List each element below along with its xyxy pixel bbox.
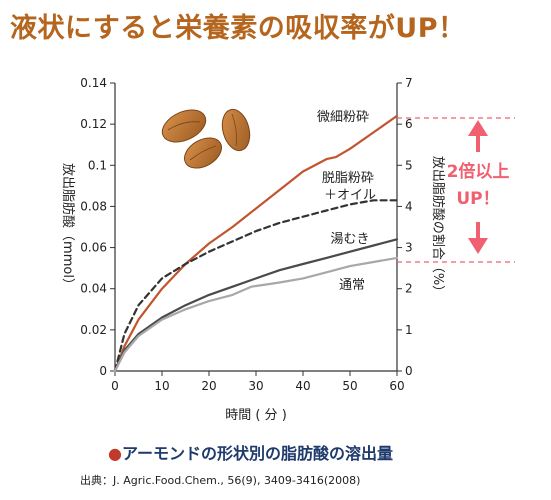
caption-text: アーモンドの形状別の脂肪酸の溶出量 <box>121 444 394 463</box>
y-tick-label: 0.08 <box>80 199 107 213</box>
y-tick-label: 0.1 <box>88 158 107 172</box>
x-tick-label: 40 <box>295 379 310 393</box>
y2-tick-label: 7 <box>405 76 413 90</box>
y2-tick-label: 1 <box>405 323 413 337</box>
annotation-line2: UP！ <box>456 189 499 209</box>
series-lines <box>113 114 399 373</box>
series-label-defatted: 脱脂粉砕 ＋オイル <box>322 171 378 203</box>
x-tick-label: 10 <box>154 379 169 393</box>
x-tick-label: 0 <box>111 379 119 393</box>
y-tick-label: 0.14 <box>80 76 107 90</box>
x-axis-label: 時間 ( 分 ) <box>225 408 287 423</box>
caption-bullet: ● <box>108 444 122 463</box>
y2-tick-label: 0 <box>405 364 413 378</box>
x-tick-label: 60 <box>389 379 404 393</box>
headline: 液状にすると栄養素の吸収率がUP！ <box>10 13 466 44</box>
series-label-normal: 通常 <box>339 278 365 293</box>
down-arrow-head <box>468 238 488 254</box>
y-tick-label: 0.12 <box>80 117 107 131</box>
series-line-blanched <box>113 238 399 373</box>
y2-axis-label: 放出脂肪酸の割合（%） <box>430 156 446 298</box>
right-axis-ticks: 0 1 2 3 4 5 6 7 <box>397 76 413 378</box>
y2-tick-label: 5 <box>405 158 413 172</box>
x-tick-label: 30 <box>248 379 263 393</box>
fatty-acid-release-chart: 0 0.02 0.04 0.06 0.08 0.1 0.12 0.14 0 1 2 3 4 5 6 7 0 1… <box>60 76 515 423</box>
left-axis-ticks: 0 0.02 0.04 0.06 0.08 0.1 0.12 0.14 <box>80 76 115 378</box>
series-line-defatted-grind-oil <box>113 199 399 373</box>
comparison-annotation: 2倍以上 UP！ <box>397 117 515 263</box>
y2-tick-label: 2 <box>405 282 413 296</box>
series-label-blanched: 湯むき <box>330 232 369 247</box>
figure-caption: ●アーモンドの形状別の脂肪酸の溶出量 <box>108 440 393 464</box>
bottom-axis-ticks: 0 10 20 30 40 50 60 <box>111 371 405 393</box>
y2-tick-label: 3 <box>405 241 413 255</box>
x-tick-label: 50 <box>342 379 357 393</box>
y-tick-label: 0 <box>99 364 107 378</box>
source-citation: 出典：J. Agric.Food.Chem., 56(9), 3409-3416… <box>80 474 361 487</box>
almond-nuts-icon <box>161 108 251 169</box>
annotation-line1: 2倍以上 <box>447 161 510 182</box>
up-arrow-head <box>468 120 488 136</box>
y-tick-label: 0.02 <box>80 323 107 337</box>
series-line-normal <box>113 256 399 373</box>
y2-tick-label: 4 <box>405 199 413 213</box>
y-tick-label: 0.06 <box>80 241 107 255</box>
y-tick-label: 0.04 <box>80 282 107 296</box>
x-tick-label: 20 <box>201 379 216 393</box>
y-axis-label: 放出脂肪酸（mmol） <box>60 163 76 291</box>
series-label-fine: 微細粉砕 <box>317 110 369 125</box>
series-line-fine-grind <box>113 114 399 373</box>
y2-tick-label: 6 <box>405 117 413 131</box>
